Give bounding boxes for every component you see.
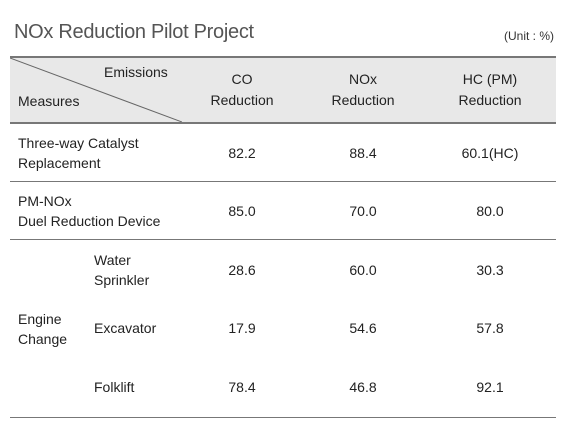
measures-header: Measures [18, 93, 80, 109]
hc-value: 92.1 [424, 357, 556, 418]
sub-measure-cell: Water Sprinkler [86, 240, 182, 300]
column-header-hc: HC (PM) Reduction [424, 56, 556, 124]
measure-label: PM-NOx [18, 192, 72, 209]
measure-label: Replacement [18, 154, 101, 171]
page-title: NOx Reduction Pilot Project [14, 21, 254, 43]
nox-value: 60.0 [349, 261, 377, 278]
table-row: Folklift 78.4 46.8 92.1 [10, 357, 556, 418]
measure-cell: PM-NOx Duel Reduction Device [10, 181, 182, 240]
unit-label: (Unit : %) [503, 29, 554, 43]
column-header-co: CO Reduction [182, 56, 302, 124]
hc-value: 57.8 [476, 320, 504, 336]
table-row: Excavator 17.9 54.6 57.8 [10, 299, 556, 357]
sub-measure-cell: Excavator [94, 320, 157, 336]
sub-measure-cell: Folklift [86, 357, 182, 418]
column-header-nox: NOx Reduction [302, 56, 424, 124]
hc-value: 60.1(HC) [424, 123, 556, 182]
column-header-line: HC (PM) [462, 71, 518, 87]
measure-cell: Three-way Catalyst Replacement [10, 123, 182, 182]
measure-label: Duel Reduction Device [18, 212, 161, 229]
column-header-line: Reduction [458, 92, 522, 108]
table-row: Engine Change Water Sprinkler 28.6 60.0 … [10, 239, 556, 418]
nox-value: 54.6 [349, 320, 377, 336]
sub-measure-label: Water [94, 251, 131, 268]
table-header-row: Emissions Measures CO Reduction NOx Redu… [10, 56, 556, 124]
table-row: PM-NOx Duel Reduction Device 85.0 70.0 8… [10, 181, 556, 240]
column-header-line: Reduction [331, 92, 395, 108]
nox-value: 88.4 [302, 123, 424, 182]
co-value: 28.6 [228, 261, 256, 278]
reduction-table: Emissions Measures CO Reduction NOx Redu… [10, 56, 556, 418]
diagonal-divider [10, 58, 182, 122]
co-value: 78.4 [182, 357, 302, 418]
table-row: Three-way Catalyst Replacement 82.2 88.4… [10, 123, 556, 182]
group-cell-engine-change: Engine Change [10, 239, 86, 418]
emissions-header: Emissions [104, 64, 168, 80]
nox-value: 46.8 [302, 357, 424, 418]
co-value: 17.9 [228, 320, 256, 336]
group-label: Change [18, 330, 68, 347]
corner-header-cell: Emissions Measures [10, 56, 182, 124]
group-label: Engine [18, 310, 62, 327]
nox-value: 70.0 [302, 181, 424, 240]
column-header-line: Reduction [210, 92, 274, 108]
column-header-line: NOx [349, 71, 377, 87]
hc-value: 30.3 [476, 261, 504, 278]
measure-label: Three-way Catalyst [18, 134, 139, 151]
column-header-line: CO [231, 71, 253, 87]
co-value: 82.2 [182, 123, 302, 182]
hc-value: 80.0 [424, 181, 556, 240]
co-value: 85.0 [182, 181, 302, 240]
sub-measure-label: Sprinkler [94, 271, 150, 288]
